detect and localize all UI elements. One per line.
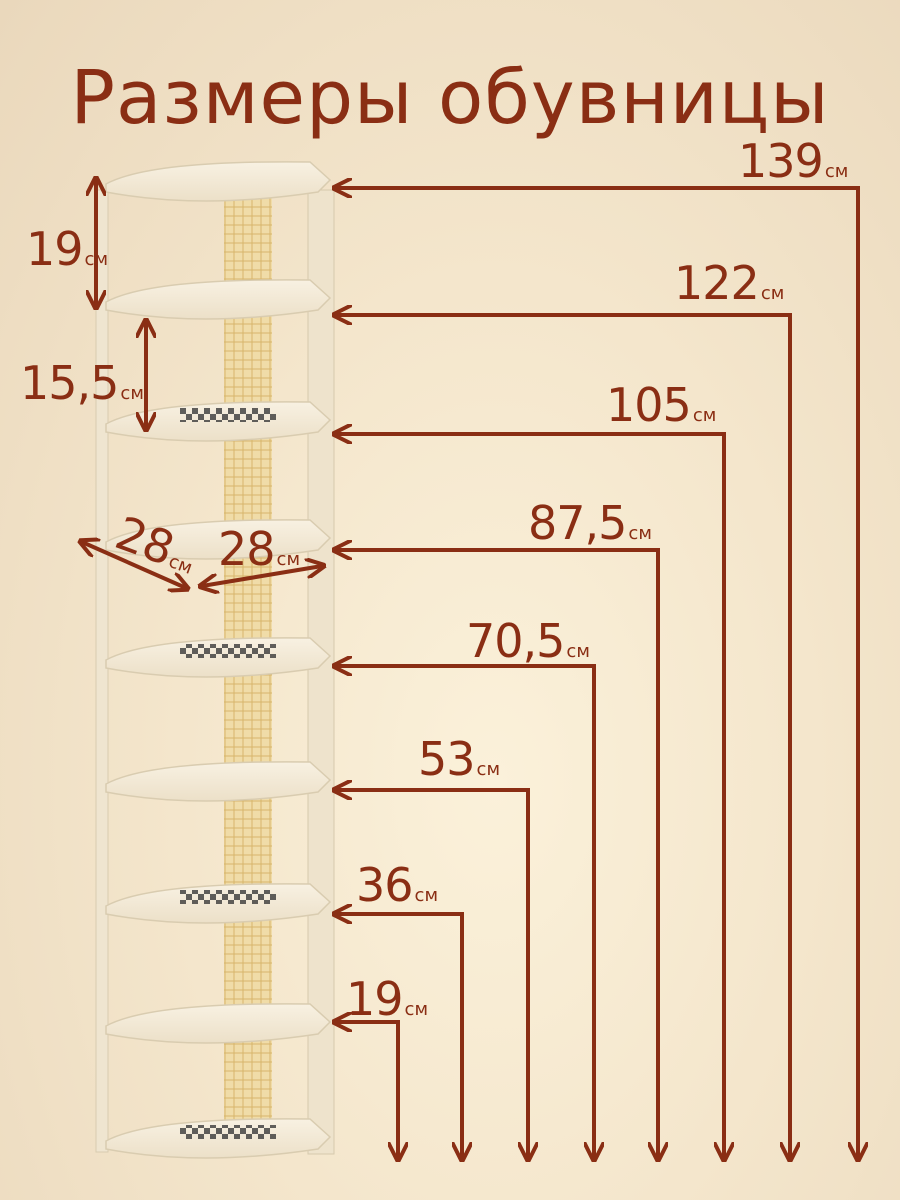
height-label-70-5: 70,5 см — [466, 614, 590, 668]
height-dimension-line-2 — [336, 434, 724, 1158]
shelf — [105, 401, 332, 442]
page-title: Размеры обувницы — [70, 55, 830, 141]
height-label-105: 105 см — [606, 378, 717, 432]
height-dimension-line-4 — [336, 666, 594, 1158]
shelf — [105, 883, 332, 924]
shelf-pattern — [180, 644, 276, 658]
shelf — [105, 1003, 332, 1044]
height-dimension-lines — [336, 188, 858, 1158]
shelf — [105, 637, 332, 678]
shelf — [105, 161, 332, 202]
shelf-pattern — [180, 890, 276, 904]
shelf-pattern — [180, 408, 276, 422]
height-dimension-line-1 — [336, 315, 790, 1158]
width-arrow — [202, 566, 322, 586]
height-label-139: 139 см — [738, 134, 849, 188]
height-dimension-line-6 — [336, 914, 462, 1158]
gap-top-label: 19 см — [26, 222, 109, 276]
rack-left-pole — [95, 189, 109, 1153]
rack-shelves — [105, 161, 332, 1159]
height-label-87-5: 87,5 см — [528, 496, 652, 550]
width-label: 28 см — [218, 522, 301, 576]
height-dimension-line-3 — [336, 550, 658, 1158]
shelf — [105, 1118, 332, 1159]
height-label-36: 36 см — [356, 858, 439, 912]
gap-second-label: 15,5 см — [20, 356, 144, 410]
rack-right-pole — [307, 189, 335, 1155]
shelf — [105, 761, 332, 802]
shoe-rack-image — [95, 161, 335, 1159]
height-dimension-line-0 — [336, 188, 858, 1158]
depth-arrow — [82, 542, 186, 588]
height-dimension-line-7 — [336, 1022, 398, 1158]
shelf-pattern — [180, 1125, 276, 1139]
height-dimension-line-5 — [336, 790, 528, 1158]
height-label-19: 19 см — [346, 972, 429, 1026]
height-label-122: 122 см — [674, 256, 785, 310]
shelf — [105, 279, 332, 320]
height-label-53: 53 см — [418, 732, 501, 786]
